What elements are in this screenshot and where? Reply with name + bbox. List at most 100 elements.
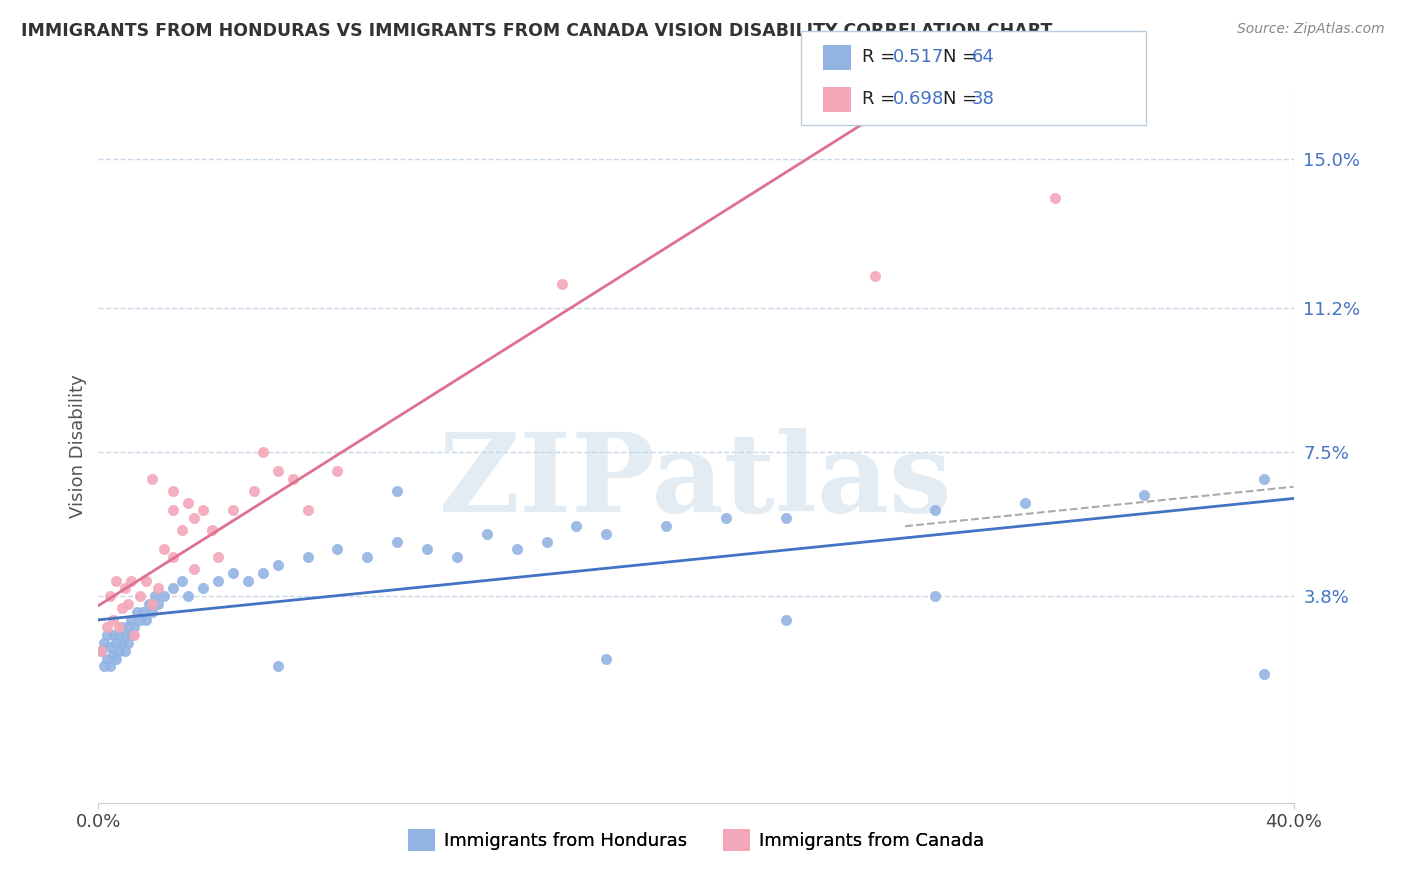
Point	[222, 566, 245, 580]
Point	[207, 574, 229, 588]
Point	[103, 648, 125, 662]
Point	[96, 620, 118, 634]
Point	[267, 464, 290, 478]
Point	[124, 628, 146, 642]
Point	[385, 483, 409, 498]
Point	[267, 659, 290, 673]
Point	[111, 620, 134, 634]
Point	[191, 582, 214, 596]
Point	[124, 620, 146, 634]
Point	[143, 589, 166, 603]
Point	[326, 542, 349, 557]
Text: 0.698: 0.698	[893, 90, 943, 108]
Point	[153, 542, 176, 557]
Text: ZIPatlas: ZIPatlas	[439, 428, 953, 535]
Text: N =: N =	[943, 90, 983, 108]
Point	[141, 472, 163, 486]
Point	[1253, 472, 1275, 486]
Point	[162, 503, 184, 517]
Point	[236, 574, 259, 588]
Point	[141, 597, 163, 611]
Point	[96, 651, 118, 665]
Point	[90, 644, 112, 658]
Point	[114, 644, 136, 658]
Text: 38: 38	[972, 90, 994, 108]
Point	[252, 445, 274, 459]
Point	[177, 495, 200, 509]
Text: R =: R =	[862, 90, 901, 108]
Point	[183, 511, 205, 525]
Point	[1043, 191, 1066, 205]
Point	[111, 600, 134, 615]
Point	[153, 589, 176, 603]
Point	[416, 542, 439, 557]
Point	[1014, 495, 1036, 509]
Point	[93, 636, 115, 650]
Point	[565, 519, 588, 533]
Point	[148, 582, 170, 596]
Point	[183, 562, 205, 576]
Point	[103, 613, 125, 627]
Point	[105, 636, 128, 650]
Point	[105, 651, 128, 665]
Point	[138, 597, 160, 611]
Point	[865, 269, 887, 284]
Point	[103, 628, 125, 642]
Point	[114, 628, 136, 642]
Y-axis label: Vision Disability: Vision Disability	[69, 374, 87, 518]
Point	[108, 628, 131, 642]
Point	[90, 644, 112, 658]
Point	[117, 636, 139, 650]
Text: N =: N =	[943, 48, 983, 66]
Point	[550, 277, 572, 292]
Point	[172, 574, 194, 588]
Point	[105, 574, 128, 588]
Point	[475, 526, 498, 541]
Point	[132, 605, 155, 619]
Point	[536, 534, 558, 549]
Point	[267, 558, 290, 572]
Point	[120, 574, 142, 588]
Point	[141, 605, 163, 619]
Point	[207, 550, 229, 565]
Legend: Immigrants from Honduras, Immigrants from Canada: Immigrants from Honduras, Immigrants fro…	[401, 822, 991, 858]
Point	[924, 503, 946, 517]
Point	[775, 511, 797, 525]
Point	[172, 523, 194, 537]
Point	[595, 526, 617, 541]
Point	[177, 589, 200, 603]
Point	[129, 613, 152, 627]
Point	[326, 464, 349, 478]
Point	[135, 613, 157, 627]
Point	[595, 651, 617, 665]
Point	[714, 511, 737, 525]
Point	[108, 620, 131, 634]
Point	[111, 636, 134, 650]
Point	[127, 605, 149, 619]
Point	[148, 597, 170, 611]
Point	[252, 566, 274, 580]
Point	[506, 542, 529, 557]
Point	[222, 503, 245, 517]
Point	[281, 472, 304, 486]
Point	[98, 640, 122, 654]
Text: 64: 64	[972, 48, 994, 66]
Point	[1133, 488, 1156, 502]
Text: R =: R =	[862, 48, 901, 66]
Point	[129, 589, 152, 603]
Point	[162, 582, 184, 596]
Text: 0.517: 0.517	[893, 48, 945, 66]
Text: IMMIGRANTS FROM HONDURAS VS IMMIGRANTS FROM CANADA VISION DISABILITY CORRELATION: IMMIGRANTS FROM HONDURAS VS IMMIGRANTS F…	[21, 22, 1053, 40]
Point	[120, 613, 142, 627]
Point	[98, 589, 122, 603]
Point	[297, 503, 319, 517]
Point	[385, 534, 409, 549]
Point	[93, 659, 115, 673]
Point	[114, 582, 136, 596]
Point	[297, 550, 319, 565]
Point	[243, 483, 266, 498]
Point	[191, 503, 214, 517]
Point	[117, 597, 139, 611]
Point	[108, 644, 131, 658]
Point	[775, 613, 797, 627]
